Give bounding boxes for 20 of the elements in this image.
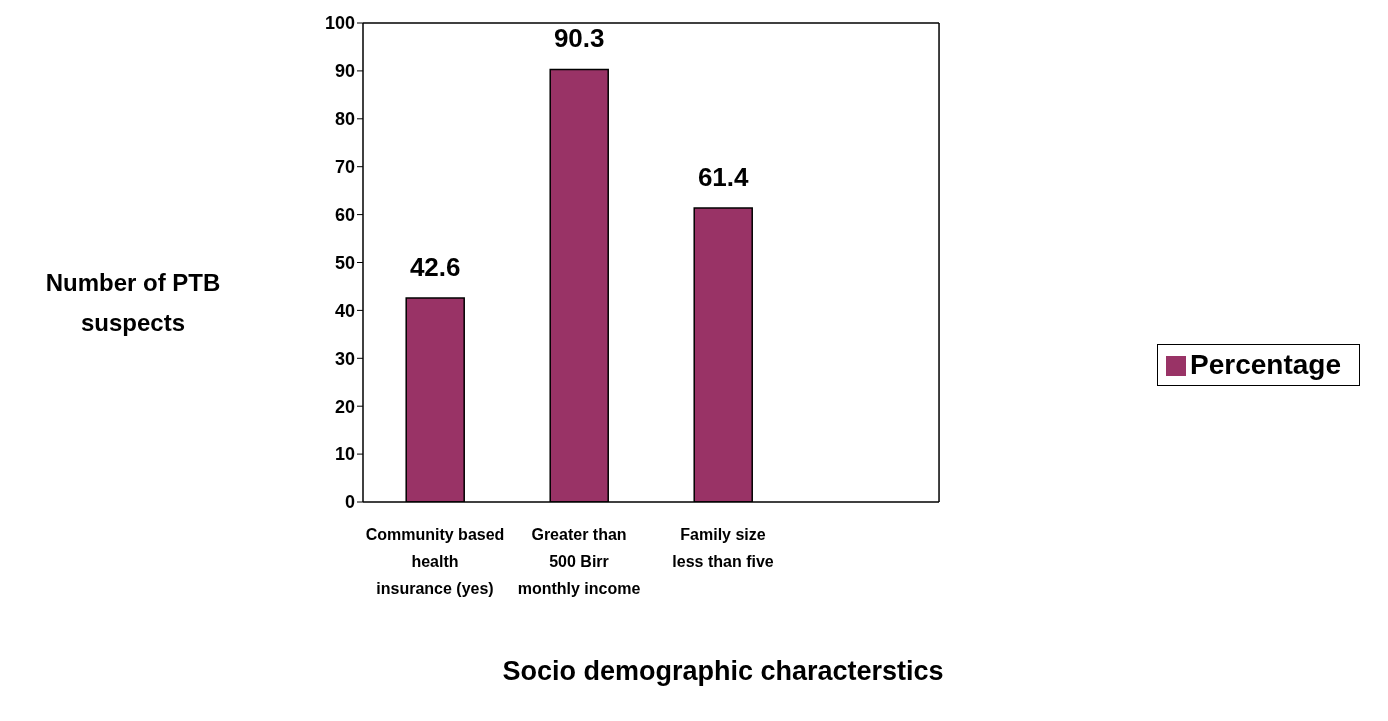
x-tick-label: Greater than 500 Birr monthly income	[517, 526, 641, 597]
x-tick-label: Community based health insurance (yes)	[365, 526, 505, 597]
y-tick-label: 40	[334, 300, 355, 321]
y-tick-label: 80	[334, 109, 355, 130]
x-tick-label: Family size less than five	[672, 526, 774, 570]
y-tick-label: 0	[344, 492, 355, 513]
y-tick-label: 60	[334, 204, 355, 225]
data-label: 61.4	[697, 161, 750, 192]
y-tick-label: 10	[334, 444, 355, 465]
legend-label: Percentage	[1190, 348, 1341, 380]
y-tick-label: 90	[334, 61, 355, 82]
x-axis-title: Socio demographic characterstics	[501, 656, 945, 687]
data-label: 90.3	[553, 23, 605, 54]
y-tick-label: 20	[334, 396, 355, 417]
y-tick-label: 100	[324, 13, 355, 34]
data-label: 42.6	[409, 251, 461, 282]
y-axis-title: Number of PTB suspects	[44, 268, 222, 338]
y-tick-label: 70	[334, 157, 355, 178]
y-tick-label: 30	[334, 348, 355, 369]
y-tick-label: 50	[334, 252, 355, 273]
